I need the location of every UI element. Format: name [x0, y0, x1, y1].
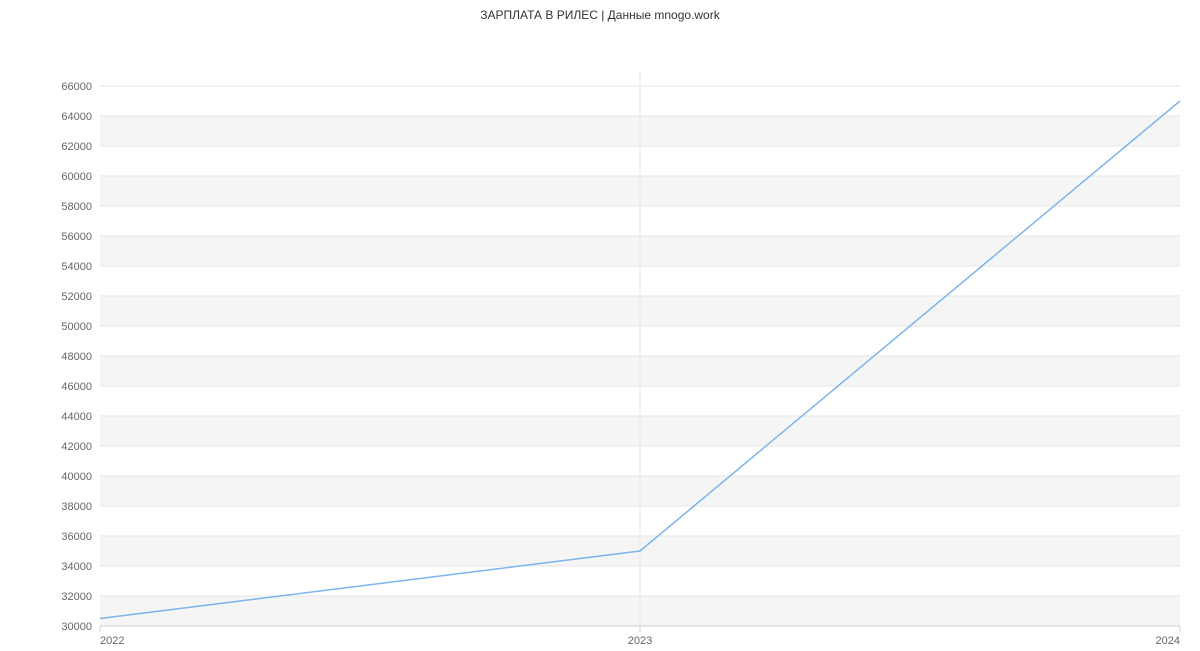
y-axis-label: 66000 — [61, 81, 92, 93]
salary-chart: ЗАРПЛАТА В РИЛЕС | Данные mnogo.work 300… — [0, 0, 1200, 650]
y-axis-label: 30000 — [61, 621, 92, 633]
y-axis-label: 56000 — [61, 231, 92, 243]
x-axis-label: 2023 — [628, 635, 652, 647]
x-axis-label: 2022 — [100, 635, 124, 647]
chart-plot: 30000 32000 34000 36000 38000 40000 42000 44000… — [0, 26, 1200, 651]
y-axis-label: 32000 — [61, 591, 92, 603]
y-axis-label: 58000 — [61, 201, 92, 213]
y-axis-label: 62000 — [61, 141, 92, 153]
y-axis-label: 50000 — [61, 321, 92, 333]
y-axis-label: 36000 — [61, 531, 92, 543]
chart-title: ЗАРПЛАТА В РИЛЕС | Данные mnogo.work — [0, 0, 1200, 26]
y-axis-label: 64000 — [61, 111, 92, 123]
y-axis-label: 40000 — [61, 471, 92, 483]
y-axis-label: 48000 — [61, 351, 92, 363]
y-axis-label: 44000 — [61, 411, 92, 423]
y-axis-label: 42000 — [61, 441, 92, 453]
y-axis-label: 54000 — [61, 261, 92, 273]
y-axis-label: 52000 — [61, 291, 92, 303]
y-axis-label: 60000 — [61, 171, 92, 183]
y-axis-label: 38000 — [61, 501, 92, 513]
y-axis-label: 46000 — [61, 381, 92, 393]
x-axis-label: 2024 — [1156, 635, 1180, 647]
y-axis-label: 34000 — [61, 561, 92, 573]
